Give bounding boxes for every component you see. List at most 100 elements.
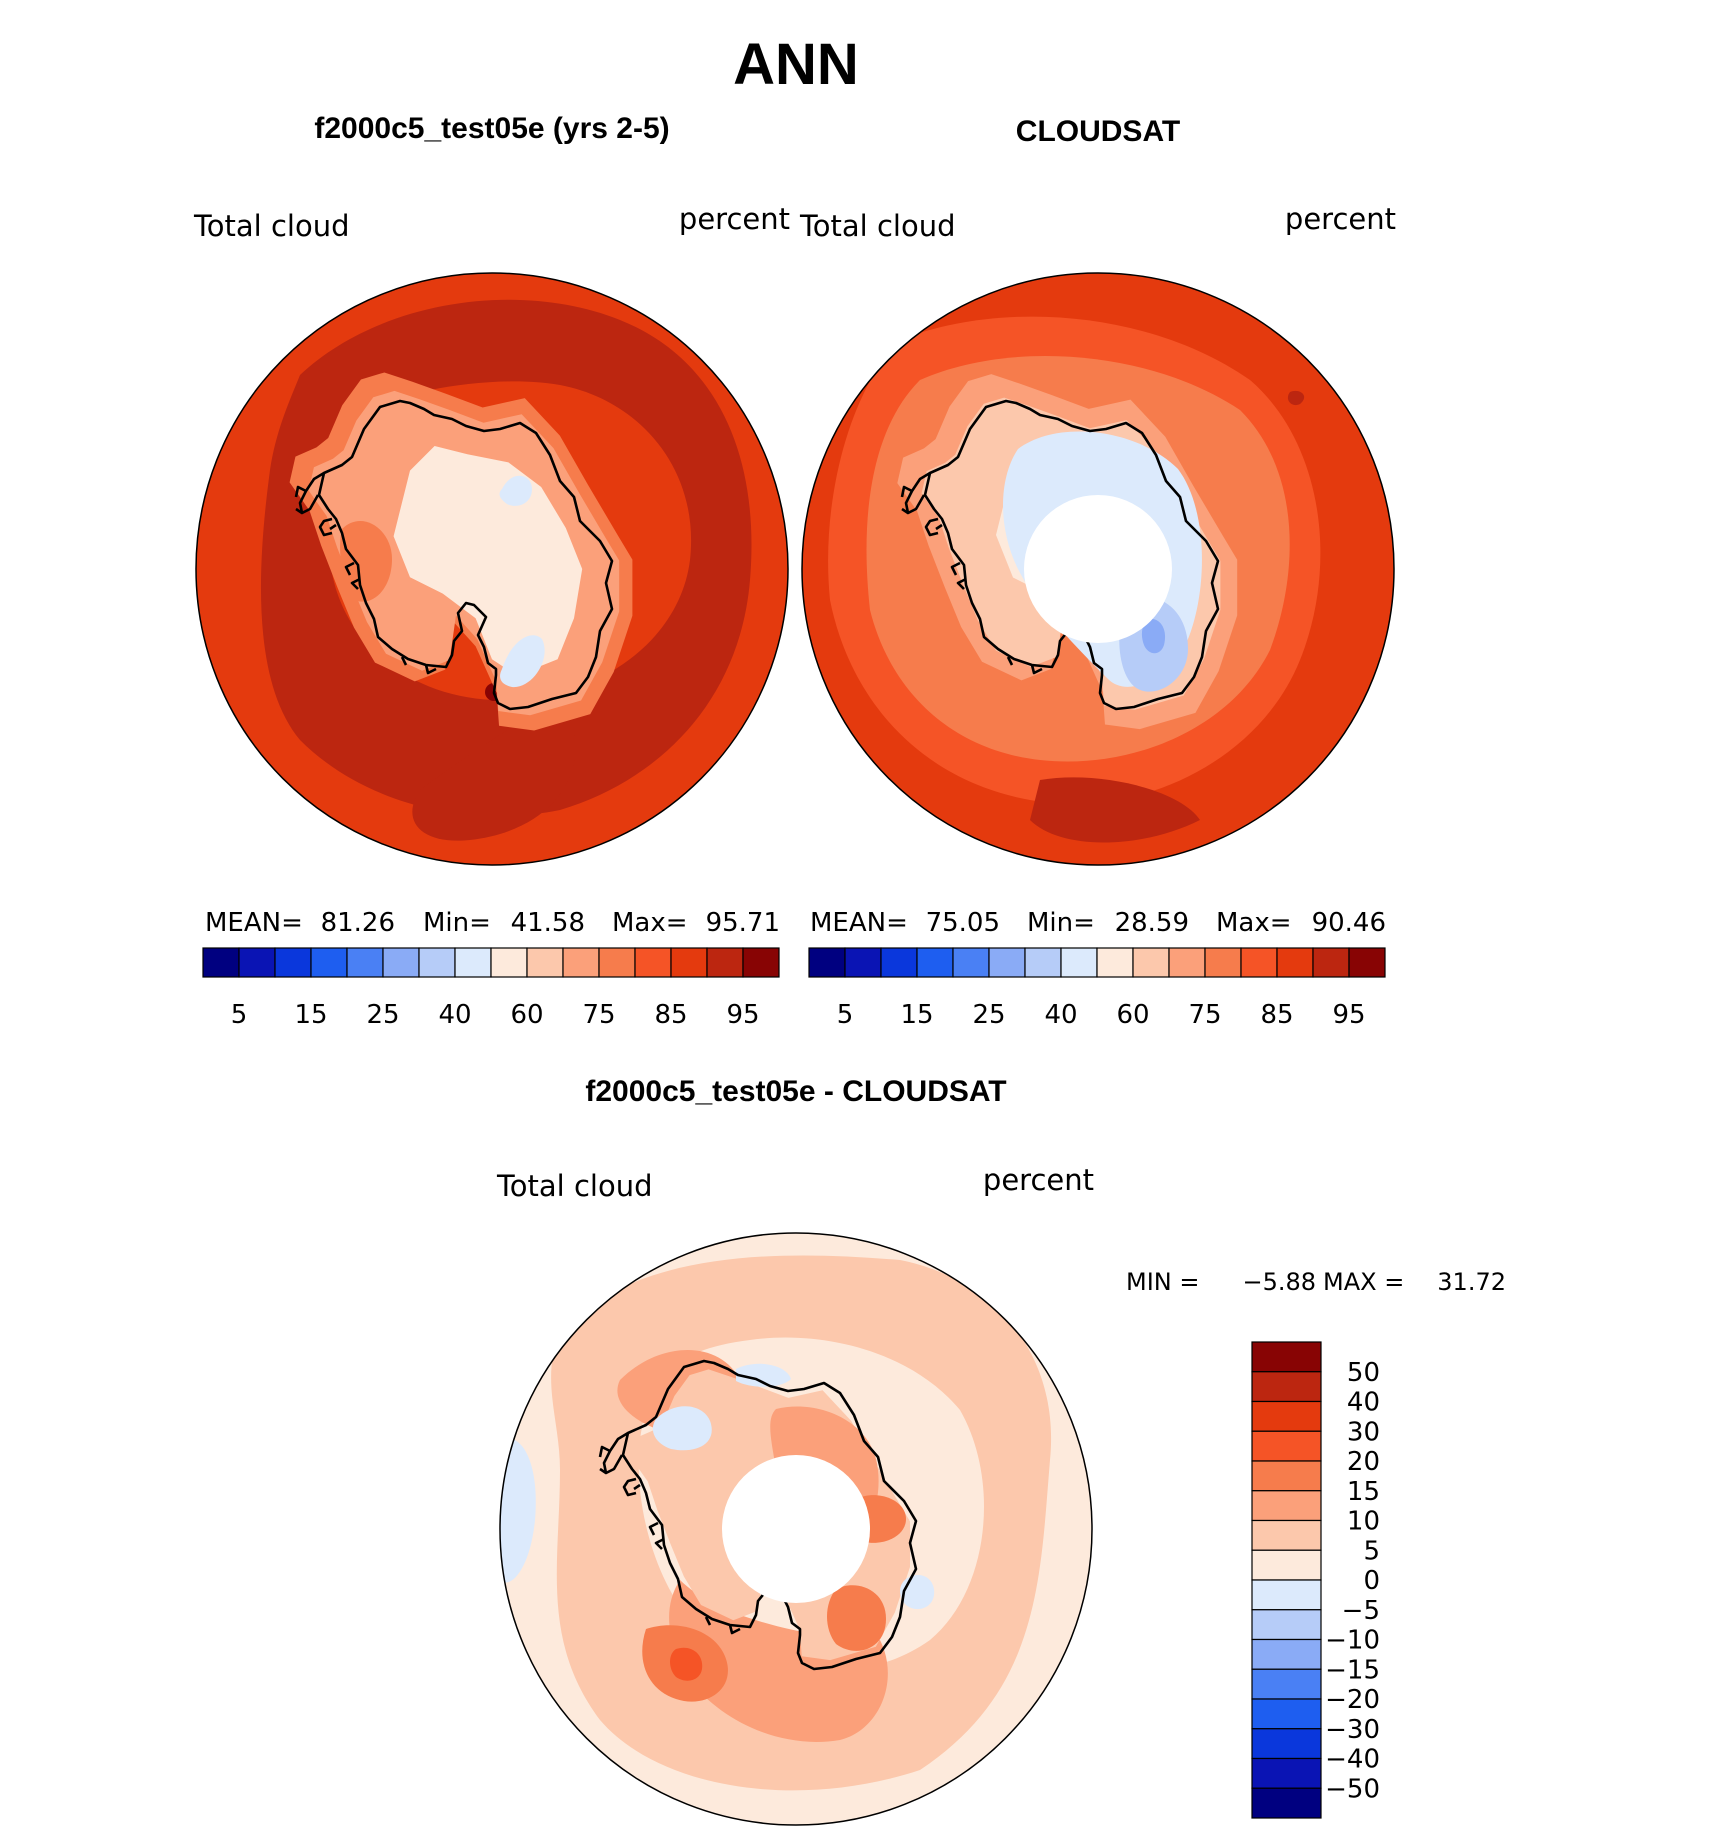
diff-variable-label: Total cloud (496, 1169, 652, 1203)
obs-missing-polar-cap (1024, 495, 1172, 643)
diff-colorbar-box (1251, 1698, 1322, 1730)
diff-panel-heading: f2000c5_test05e - CLOUDSAT (585, 1075, 1006, 1108)
diff-map (499, 1232, 1093, 1826)
model-colorbar-box (598, 947, 636, 978)
model-colorbar: 5 15 25 40 60 75 85 95 (202, 947, 780, 1030)
obs-colorbar-box (1204, 947, 1242, 978)
model-colorbar-tick-label: 25 (366, 1000, 399, 1030)
obs-colorbar-box (1096, 947, 1134, 978)
model-colorbar-tick-label: 75 (582, 1000, 615, 1030)
diff-colorbar-tick-label: 5 (1363, 1536, 1380, 1566)
model-colorbar-box (706, 947, 744, 978)
model-colorbar-box (490, 947, 528, 978)
diff-colorbar-box (1251, 1490, 1322, 1522)
obs-colorbar-box (1168, 947, 1206, 978)
obs-interior-lowest (1141, 618, 1166, 654)
diff-colorbar-tick-label: 30 (1347, 1417, 1380, 1447)
diff-ross-core (670, 1647, 703, 1681)
obs-map (801, 272, 1395, 866)
model-stats: MEAN= 81.26 Min= 41.58 Max= 95.71 (205, 908, 780, 938)
diff-colorbar-box (1251, 1638, 1322, 1670)
diff-max-value: 31.72 (1437, 1268, 1506, 1296)
model-min-value: 41.58 (511, 908, 585, 938)
model-colorbar-tick-label: 85 (654, 1000, 687, 1030)
obs-colorbar-box (1348, 947, 1386, 978)
obs-min-label: Min= (1027, 908, 1095, 938)
diff-colorbar-tick-label: −40 (1325, 1745, 1380, 1775)
model-storm-track-band (260, 299, 752, 817)
diff-colorbar-tick-label: −50 (1325, 1774, 1380, 1804)
diff-min-label: MIN = (1126, 1268, 1199, 1296)
diff-colorbar-box (1251, 1579, 1322, 1611)
obs-colorbar-box (880, 947, 918, 978)
diff-colorbar-tick-label: −15 (1325, 1655, 1380, 1685)
model-colorbar-tick-label: 60 (510, 1000, 543, 1030)
obs-colorbar-tick-label: 75 (1188, 1000, 1221, 1030)
diff-colorbar-box (1251, 1549, 1322, 1581)
diff-colorbar-box (1251, 1341, 1322, 1373)
model-max-label: Max= (612, 908, 688, 938)
model-min-label: Min= (423, 908, 491, 938)
model-colorbar-box (454, 947, 492, 978)
model-map (195, 272, 789, 866)
model-colorbar-box (346, 947, 384, 978)
diff-colorbar-tick-label: 50 (1347, 1358, 1380, 1388)
diff-ross-sea-band (669, 1580, 888, 1742)
diff-colorbar-tick-label: 0 (1363, 1566, 1380, 1596)
obs-colorbar-box (1312, 947, 1350, 978)
model-ice-sheet-interior (393, 446, 583, 676)
model-mean-label: MEAN= (205, 908, 303, 938)
obs-colorbar-box (1060, 947, 1098, 978)
obs-colorbar-tick-label: 85 (1260, 1000, 1293, 1030)
obs-colorbar: 5 15 25 40 60 75 85 95 (808, 947, 1386, 1030)
obs-max-value: 90.46 (1312, 908, 1386, 938)
diff-negative-a (652, 1406, 712, 1451)
obs-mean-value: 75.05 (926, 908, 1000, 938)
obs-colorbar-box (1240, 947, 1278, 978)
obs-colorbar-box (988, 947, 1026, 978)
diff-colorbar-box (1251, 1787, 1322, 1819)
diff-colorbar-tick-label: 15 (1347, 1477, 1380, 1507)
model-colorbar-box (526, 947, 564, 978)
diff-colorbar-tick-label: −20 (1325, 1685, 1380, 1715)
diff-stats: MIN = −5.88 MAX = 31.72 (1126, 1268, 1506, 1296)
obs-colorbar-box (808, 947, 846, 978)
obs-min-value: 28.59 (1115, 908, 1189, 938)
model-variable-label: Total cloud (193, 209, 349, 243)
model-max-value: 95.71 (706, 908, 780, 938)
diff-colorbar-tick-label: 10 (1347, 1507, 1380, 1537)
model-colorbar-box (418, 947, 456, 978)
obs-colorbar-box (1024, 947, 1062, 978)
model-plateau-minimum (500, 635, 545, 688)
obs-local-dark-patch-2 (1287, 390, 1305, 406)
obs-colorbar-tick-label: 25 (972, 1000, 1005, 1030)
model-colorbar-box (310, 947, 348, 978)
obs-panel-heading: CLOUDSAT (1016, 115, 1180, 148)
obs-colorbar-tick-label: 60 (1116, 1000, 1149, 1030)
diff-colorbar-box (1251, 1460, 1322, 1492)
model-colorbar-box (634, 947, 672, 978)
model-units-label: percent (679, 202, 790, 236)
diff-negative-c (736, 1363, 791, 1387)
model-colorbar-tick-label: 40 (438, 1000, 471, 1030)
obs-variable-label: Total cloud (799, 209, 955, 243)
model-colorbar-box (274, 947, 312, 978)
model-colorbar-box (562, 947, 600, 978)
model-colorbar-tick-label: 15 (294, 1000, 327, 1030)
diff-colorbar-box (1251, 1371, 1322, 1403)
obs-colorbar-tick-label: 95 (1332, 1000, 1365, 1030)
model-east-minimum (499, 475, 532, 506)
obs-stats: MEAN= 75.05 Min= 28.59 Max= 90.46 (810, 908, 1386, 938)
diff-max-label: MAX = (1323, 1268, 1404, 1296)
obs-colorbar-box (916, 947, 954, 978)
obs-colorbar-tick-label: 5 (837, 1000, 854, 1030)
obs-local-dark-patch (1030, 777, 1200, 843)
diff-units-label: percent (983, 1163, 1094, 1197)
model-colorbar-box (382, 947, 420, 978)
diff-colorbar-box (1251, 1728, 1322, 1760)
diff-colorbar-tick-label: −5 (1342, 1596, 1380, 1626)
model-colorbar-box (202, 947, 240, 978)
model-colorbar-box (670, 947, 708, 978)
